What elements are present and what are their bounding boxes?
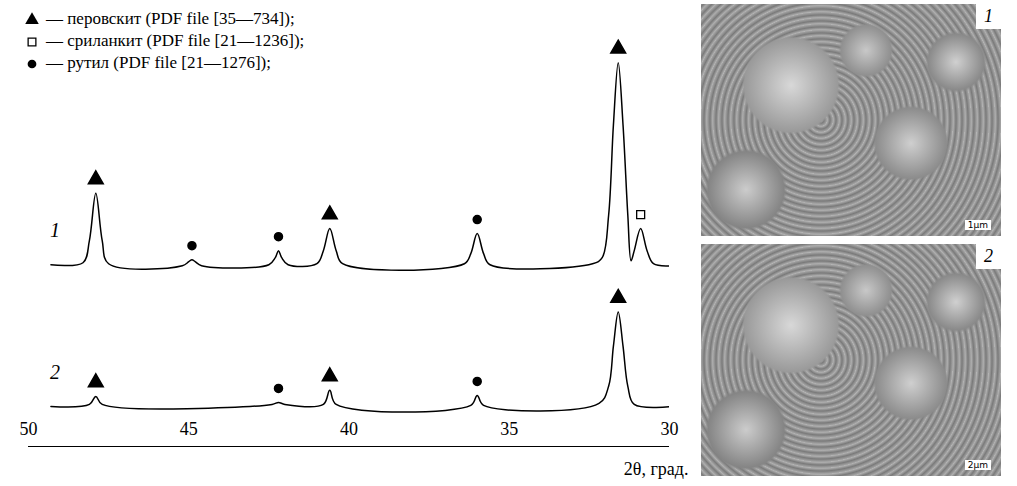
html-text:— сриланкит (PDF file [21—1236: — сриланкит (PDF file [21—1236]); xyxy=(46,31,305,50)
html-text:— перовскит (PDF file [35—734]: — перовскит (PDF file [35—734]); xyxy=(46,9,295,28)
html-text:2µm: 2µm xyxy=(967,460,988,470)
svg-text:2: 2 xyxy=(50,361,60,383)
svg-text:1: 1 xyxy=(50,219,60,241)
svg-text:2θ, град.: 2θ, град. xyxy=(624,459,689,479)
svg-text:50: 50 xyxy=(20,419,38,439)
html-text:1: 1 xyxy=(984,6,993,26)
svg-text:30: 30 xyxy=(661,419,679,439)
svg-text:45: 45 xyxy=(180,419,198,439)
svg-text:35: 35 xyxy=(500,419,518,439)
html-text:1µm: 1µm xyxy=(967,220,988,230)
svg-text:40: 40 xyxy=(340,419,358,439)
html-text:— рутил (PDF file [21—1276]);: — рутил (PDF file [21—1276]); xyxy=(46,53,271,72)
html-text:2: 2 xyxy=(984,246,993,266)
